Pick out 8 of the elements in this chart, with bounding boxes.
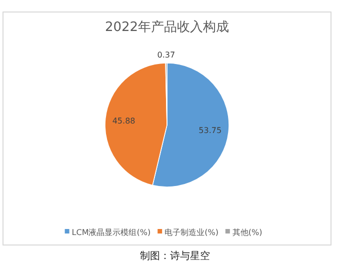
legend-label: 电子制造业(%): [164, 228, 218, 237]
data-label: 45.88: [112, 116, 136, 126]
legend-label: 其他(%): [232, 228, 262, 237]
chart-title: 2022年产品收入构成: [104, 20, 230, 35]
data-label: 0.37: [157, 50, 176, 60]
text: 制图：诗与星空: [140, 250, 210, 262]
legend-label: LCM液晶显示模组(%): [72, 228, 151, 237]
data-label: 53.75: [198, 126, 222, 136]
